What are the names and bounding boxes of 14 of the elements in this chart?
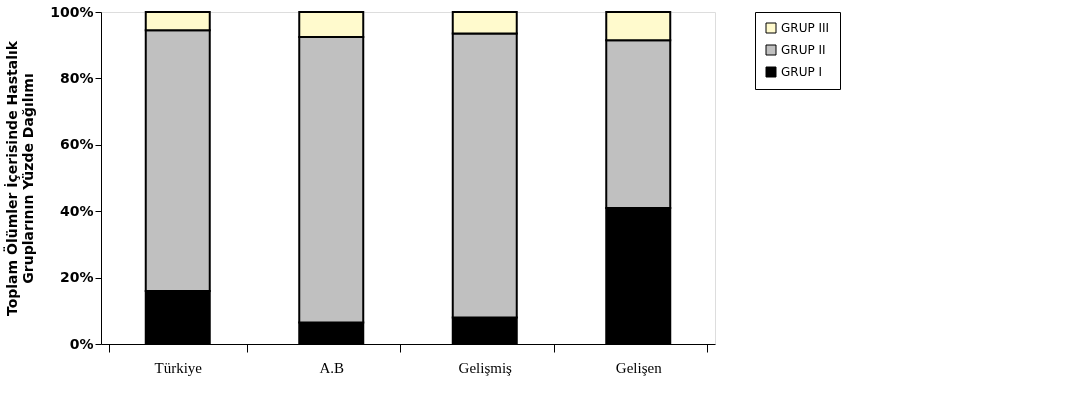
y-tick-label: 40% (59, 202, 94, 219)
x-tick-label: A.B (319, 359, 345, 376)
x-tick-label: Gelişen (615, 359, 663, 376)
y-tick-label: 60% (59, 136, 94, 153)
y-tick-label: 20% (59, 269, 94, 286)
y-axis-title: Toplam Ölümler İçerisinde Hastalık Gruplarının Yüzde Dağılımı (3, 40, 37, 317)
y-tick-label: 0% (69, 335, 94, 352)
legend-label: GRUP I (781, 65, 823, 79)
x-tick-label: Türkiye (154, 359, 203, 376)
legend-label: GRUP III (781, 21, 830, 35)
y-tick-label: 80% (59, 69, 94, 86)
x-tick-label: Gelişmiş (458, 359, 513, 376)
legend-label: GRUP II (781, 43, 826, 57)
y-tick-label: 100% (50, 3, 94, 20)
